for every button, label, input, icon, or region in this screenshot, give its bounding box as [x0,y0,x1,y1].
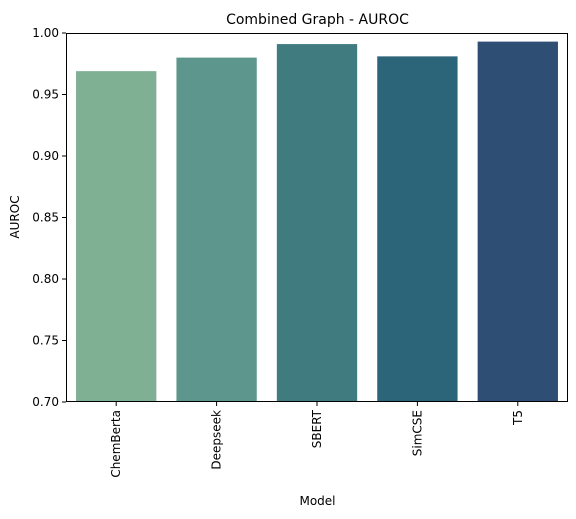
bar-sbert [276,44,358,402]
plot-frame [66,33,568,402]
bar-deepseek [176,57,257,402]
x-tick-label: SimCSE [410,410,424,456]
y-tick-label: 0.80 [32,272,59,286]
y-tick-label: 0.70 [32,395,59,409]
bar-t5 [477,41,558,403]
x-tick-label: ChemBerta [109,410,123,478]
y-tick-label: 0.95 [32,88,59,102]
y-tick-label: 0.85 [32,211,59,225]
y-tick-label: 0.75 [32,334,59,348]
x-tick-label: T5 [511,410,525,426]
x-axis-label: Model [299,494,335,508]
x-tick-label: SBERT [310,409,324,448]
y-axis-ticks: 0.70 0.75 0.80 0.85 0.90 0.95 1.00 [32,26,66,409]
y-axis-label: AUROC [8,195,22,238]
x-axis-ticks: ChemBerta Deepseek SBERT SimCSE T5 [109,402,525,478]
y-tick-label: 0.90 [32,149,59,163]
chart-title: Combined Graph - AUROC [226,12,409,28]
x-tick-label: Deepseek [210,410,224,470]
bars-layer [76,41,558,403]
bar-simcse [377,56,458,403]
bar-chemberta [76,71,157,402]
y-tick-label: 1.00 [32,26,59,40]
